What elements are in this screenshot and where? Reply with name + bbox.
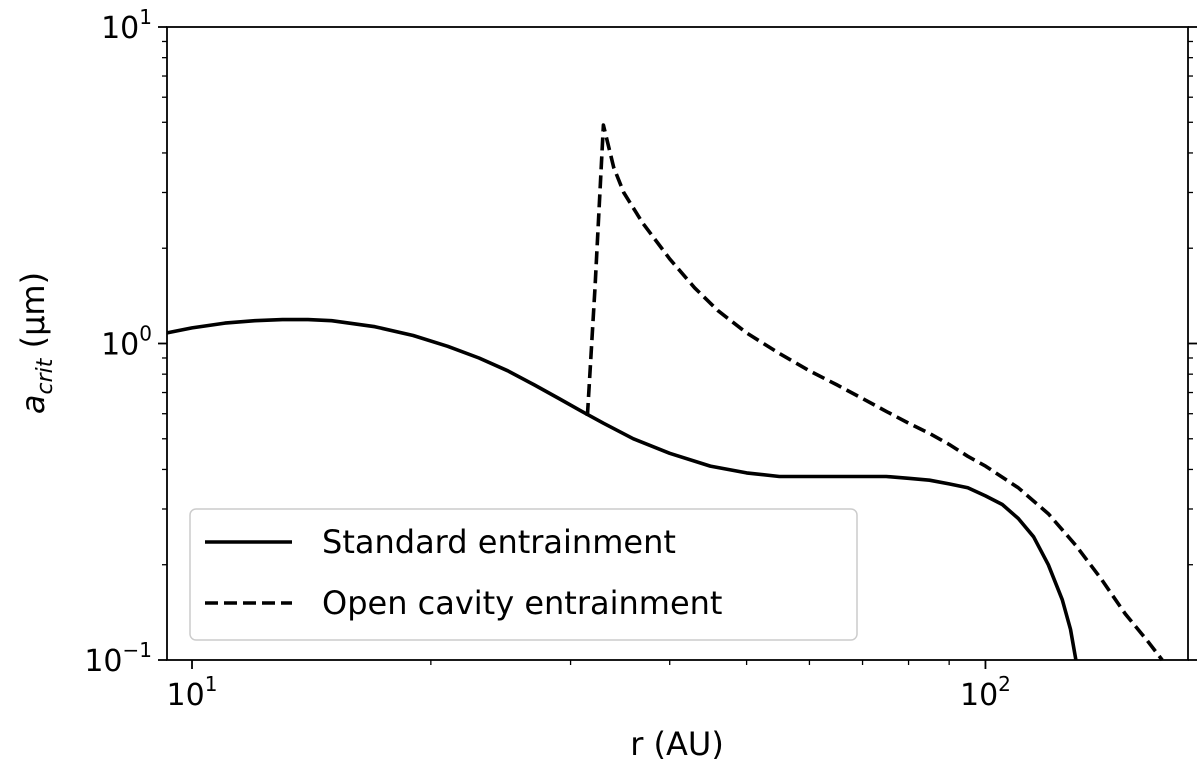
- minor-ticks: [162, 40, 1193, 665]
- major-ticks: 101 102 10−1 100 101: [84, 5, 1197, 713]
- y-axis-label: acrit (μm): [14, 272, 58, 414]
- legend-box: [189, 508, 858, 641]
- y-tick-label: 101: [101, 5, 152, 46]
- legend-label-standard: Standard entrainment: [322, 523, 676, 561]
- y-tick-label: 10−1: [84, 638, 152, 679]
- x-tick-label: 102: [960, 672, 1011, 713]
- x-axis-label: r (AU): [630, 725, 724, 763]
- legend-label-open-cavity: Open cavity entrainment: [322, 584, 722, 622]
- series-line-open-cavity: [585, 123, 1164, 662]
- legend: Standard entrainment Open cavity entrain…: [189, 508, 858, 641]
- series-line-standard: [166, 317, 1078, 661]
- series-layer: [166, 123, 1164, 662]
- y-tick-label: 100: [101, 322, 152, 363]
- x-tick-label: 101: [167, 672, 218, 713]
